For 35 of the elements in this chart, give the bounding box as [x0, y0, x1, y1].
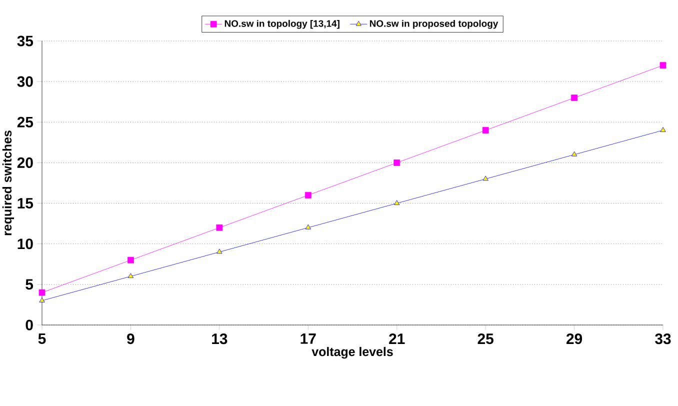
point — [571, 94, 578, 101]
point — [304, 192, 312, 198]
point — [482, 127, 489, 134]
point — [660, 62, 666, 69]
point — [571, 151, 578, 156]
point — [128, 273, 134, 278]
y-tick-label: 35 — [17, 36, 34, 46]
y-tick-label: 10 — [18, 238, 33, 250]
y-tick-label: 20 — [17, 157, 33, 168]
point — [216, 248, 222, 254]
legend-label: NO.sw in topology [13,14] — [224, 20, 340, 29]
y-axis-title: required switches — [2, 130, 14, 236]
x-tick-label: 17 — [300, 334, 316, 344]
point — [128, 256, 134, 264]
x-tick-label: 5 — [38, 334, 46, 344]
point — [216, 224, 223, 231]
x-tick-label: 29 — [566, 334, 582, 344]
point — [482, 176, 488, 181]
point — [38, 289, 46, 296]
x-tick-label: 33 — [655, 334, 671, 344]
y-tick-label: 15 — [18, 198, 34, 208]
y-tick-label: 30 — [17, 76, 33, 87]
y-tick-label: 0 — [26, 320, 33, 330]
legend-label: NO.sw in proposed topology — [370, 20, 498, 29]
point — [394, 160, 400, 166]
y-tick-label: 25 — [17, 116, 34, 128]
x-tick-label: 13 — [212, 334, 228, 344]
x-tick-label: 25 — [478, 334, 494, 344]
point — [660, 127, 666, 132]
point — [305, 224, 311, 230]
point — [394, 200, 400, 205]
x-tick-label: 9 — [127, 334, 134, 344]
x-axis-title: voltage levels — [312, 346, 393, 359]
x-tick-label: 21 — [389, 334, 405, 344]
y-tick-label: 5 — [26, 279, 34, 290]
